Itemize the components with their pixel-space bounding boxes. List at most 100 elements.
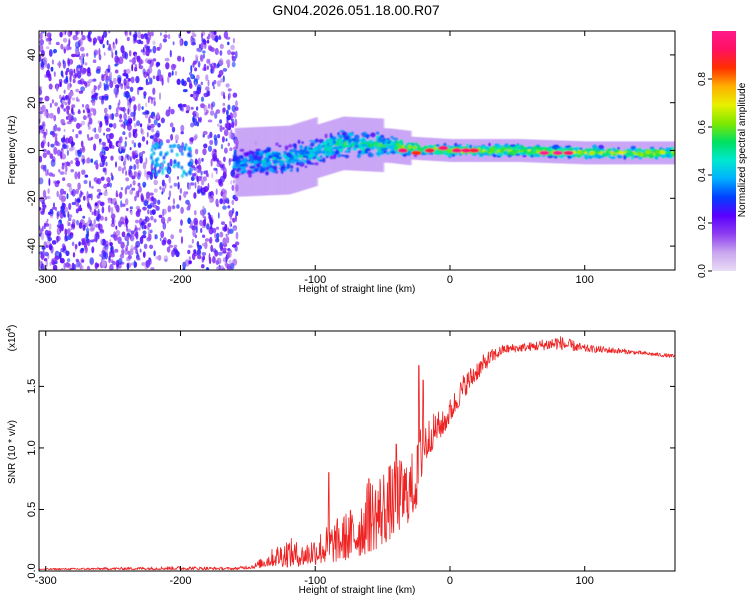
spectrogram-signal-blob <box>341 131 348 136</box>
spectrogram-noise-blob <box>212 248 217 253</box>
spectrogram-noise-blob <box>163 255 169 263</box>
spectrogram-noise-blob <box>129 189 134 195</box>
spectrogram-signal-blob <box>375 144 378 148</box>
spectrogram-signal-blob <box>648 153 654 159</box>
spectrogram-noise-blob <box>108 204 111 213</box>
spectrogram-noise-blob <box>96 66 102 72</box>
spectrogram-noise-blob <box>78 130 82 135</box>
spectrogram-noise-blob <box>153 100 156 107</box>
spectrogram-noise-blob <box>158 214 163 218</box>
spectrogram-noise-blob <box>209 217 213 223</box>
spectrogram-noise-blob <box>86 238 91 247</box>
spectrogram-noise-blob <box>197 117 201 122</box>
spectrogram-noise-blob <box>64 102 68 106</box>
spectrogram-signal-blob <box>304 165 308 168</box>
spectrogram-noise-blob <box>200 192 206 196</box>
spectrogram-noise-blob <box>214 112 218 119</box>
spectrogram-noise-blob <box>169 122 174 128</box>
spectrogram-noise-blob <box>51 258 56 263</box>
spectrogram-noise-blob <box>133 260 136 269</box>
spectrogram-noise-blob <box>108 104 112 110</box>
spectrogram-noise-blob <box>69 75 72 83</box>
spectrogram-noise-blob <box>40 252 45 261</box>
spectrogram-hot-spot <box>539 150 550 156</box>
spectrogram-noise-blob <box>72 117 77 122</box>
spectrogram-early-blob <box>188 148 192 153</box>
spectrogram-noise-blob <box>85 103 90 111</box>
spectrogram-noise-blob <box>76 70 82 79</box>
spectrogram-noise-blob <box>119 113 123 120</box>
spectrogram-noise-blob <box>128 50 132 57</box>
spectrogram-noise-blob <box>144 44 148 49</box>
spectrogram-noise-blob <box>149 172 154 180</box>
spectrogram-signal-blob <box>267 162 271 167</box>
spectrogram-noise-blob <box>39 177 44 185</box>
spectrogram-signal-blob <box>630 145 637 150</box>
spectrogram-noise-blob <box>107 199 112 204</box>
spectrogram-signal-blob <box>248 174 252 178</box>
spectrogram-noise-blob <box>167 76 170 84</box>
spectrogram-signal-blob <box>308 139 314 142</box>
spectrogram-noise-blob <box>149 258 152 265</box>
spectrogram-noise-blob <box>208 226 214 235</box>
spectrogram-noise-blob <box>41 225 44 232</box>
spectrogram-noise-blob <box>219 119 223 124</box>
spectrogram-signal-blob <box>654 157 659 160</box>
spectrogram-noise-blob <box>82 56 85 65</box>
spectrogram-noise-blob <box>134 53 137 61</box>
spectrogram-noise-blob <box>160 230 165 239</box>
spectrogram-signal-blob <box>350 143 354 148</box>
spectrogram-signal-blob <box>249 165 255 169</box>
spectrogram-noise-blob <box>138 152 144 159</box>
spectrogram-signal-blob <box>635 148 638 153</box>
spectrogram-noise-blob <box>147 45 151 50</box>
spectrogram-early-blob <box>167 162 171 167</box>
spectrogram-early-blob <box>172 164 176 169</box>
spectrogram-signal-blob <box>344 135 350 141</box>
spectrogram-noise-blob <box>48 75 52 82</box>
spectrogram-noise-blob <box>49 213 54 219</box>
spectrogram-noise-blob <box>117 263 122 269</box>
spectrogram-noise-blob <box>201 157 204 162</box>
spectrogram-noise-blob <box>125 80 130 87</box>
spectrogram-noise-blob <box>194 181 197 189</box>
spectrogram-signal-blob <box>267 149 271 152</box>
spectrogram-noise-blob <box>65 238 68 242</box>
spectrogram-early-blob <box>182 169 186 174</box>
spectrogram-noise-blob <box>103 190 108 197</box>
spectrogram-noise-blob <box>127 108 130 115</box>
spectrogram-signal-blob <box>299 144 304 149</box>
spectrogram-signal-blob <box>384 139 390 143</box>
spectrogram-noise-blob <box>72 78 76 84</box>
spectrogram-noise-blob <box>199 116 202 123</box>
spectrogram-signal-blob <box>530 154 534 158</box>
spectrogram-noise-blob <box>57 106 61 115</box>
spectrogram-noise-blob <box>227 88 232 92</box>
spectrogram-noise-blob <box>152 87 156 96</box>
spectrogram-noise-blob <box>57 62 62 67</box>
spectrogram-noise-blob <box>206 223 210 230</box>
spectrogram-noise-blob <box>66 193 69 200</box>
spectrogram-noise-blob <box>148 119 152 124</box>
spectrogram-noise-blob <box>65 105 71 111</box>
spectrogram-noise-blob <box>225 254 228 263</box>
spectrogram-signal-blob <box>527 149 532 152</box>
spectrogram-noise-blob <box>93 84 96 93</box>
spectrogram-noise-blob <box>129 95 131 101</box>
spectrogram-noise-blob <box>104 69 109 77</box>
spectrogram-noise-blob <box>175 250 180 258</box>
spectrogram-noise-blob <box>196 165 199 169</box>
spectrogram-noise-blob <box>64 95 68 101</box>
spectrogram-signal-blob <box>396 143 401 146</box>
spectrogram-noise-blob <box>94 202 98 207</box>
spectrogram-noise-blob <box>78 241 82 246</box>
spectrogram-signal-blob <box>640 149 645 153</box>
spectrogram-noise-blob <box>71 201 76 206</box>
spectrogram-noise-blob <box>148 65 153 74</box>
spectrogram-noise-blob <box>232 179 235 184</box>
spectrogram-noise-blob <box>56 210 60 217</box>
spectrogram-signal-blob <box>235 173 242 176</box>
spectrogram-noise-blob <box>234 118 238 127</box>
spectrogram-noise-blob <box>111 51 114 59</box>
spectrogram-noise-blob <box>106 177 110 182</box>
